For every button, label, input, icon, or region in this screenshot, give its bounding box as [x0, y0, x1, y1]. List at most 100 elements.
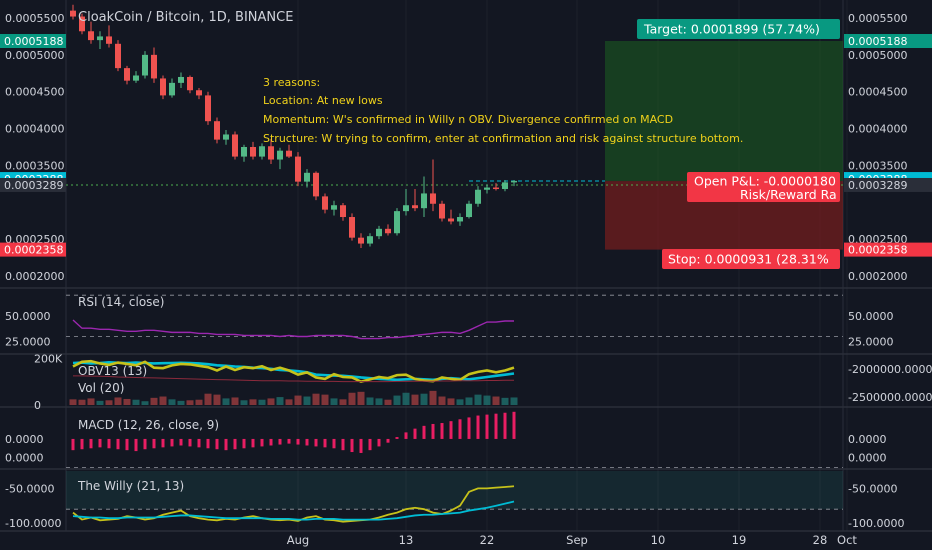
obv-series-line[interactable]: [72, 359, 515, 384]
candle-body[interactable]: [268, 146, 274, 160]
volume-bar[interactable]: [213, 394, 221, 405]
candle-body[interactable]: [394, 211, 400, 234]
volume-bar[interactable]: [258, 399, 266, 405]
obv-series-line[interactable]: [73, 375, 514, 383]
candle-body[interactable]: [439, 203, 445, 219]
volume-bar[interactable]: [294, 395, 302, 405]
indicator-panes[interactable]: [66, 294, 843, 523]
macd-histogram-bar[interactable]: [413, 428, 417, 439]
macd-histogram-bar[interactable]: [143, 438, 147, 450]
candle-body[interactable]: [457, 217, 463, 222]
volume-bar[interactable]: [402, 392, 410, 405]
macd-histogram-bar[interactable]: [206, 438, 210, 449]
candle-body[interactable]: [466, 203, 472, 218]
volume-bar[interactable]: [87, 398, 95, 405]
volume-bar[interactable]: [438, 396, 446, 405]
macd-histogram-bar[interactable]: [269, 438, 273, 446]
candle-body[interactable]: [511, 180, 517, 183]
volume-bar[interactable]: [384, 399, 392, 405]
macd-histogram-bar[interactable]: [332, 438, 336, 449]
candle-body[interactable]: [376, 228, 382, 237]
candle-body[interactable]: [358, 237, 364, 244]
volume-bar[interactable]: [195, 399, 203, 405]
macd-histogram-bar[interactable]: [98, 438, 102, 448]
candle-body[interactable]: [367, 236, 373, 244]
candle-body[interactable]: [214, 121, 220, 140]
macd-histogram-bar[interactable]: [260, 438, 264, 447]
macd-histogram-bar[interactable]: [404, 432, 408, 439]
volume-bar[interactable]: [285, 399, 293, 405]
macd-histogram-bar[interactable]: [431, 423, 435, 439]
volume-bar[interactable]: [96, 400, 104, 405]
volume-bar[interactable]: [501, 397, 509, 405]
left-price-tag[interactable]: [0, 33, 66, 48]
macd-histogram-bar[interactable]: [449, 421, 453, 439]
candle-body[interactable]: [241, 147, 247, 157]
candle-body[interactable]: [304, 172, 310, 182]
willy-line[interactable]: [72, 500, 515, 521]
macd-histogram-bar[interactable]: [494, 413, 498, 439]
candle-body[interactable]: [502, 182, 508, 190]
volume-bar[interactable]: [321, 394, 329, 405]
macd-histogram-bar[interactable]: [233, 438, 237, 450]
target-label[interactable]: Target: 0.0001899 (57.74%): [637, 19, 840, 39]
candle-body[interactable]: [475, 189, 481, 204]
macd-histogram-bar[interactable]: [215, 438, 219, 450]
volume-bar[interactable]: [339, 399, 347, 405]
candle-body[interactable]: [151, 54, 157, 79]
candle-body[interactable]: [133, 75, 139, 81]
candle-body[interactable]: [97, 36, 103, 41]
volume-bar[interactable]: [141, 401, 149, 405]
candle-body[interactable]: [142, 54, 148, 76]
macd-histogram-bar[interactable]: [476, 415, 480, 439]
macd-histogram-bar[interactable]: [467, 417, 471, 439]
volume-bar[interactable]: [303, 396, 311, 405]
candle-body[interactable]: [448, 218, 454, 222]
candle-body[interactable]: [430, 193, 436, 204]
macd-histogram-bar[interactable]: [107, 438, 111, 449]
candle-body[interactable]: [349, 217, 355, 238]
macd-histogram-bar[interactable]: [422, 425, 426, 439]
volume-bar[interactable]: [375, 398, 383, 405]
volume-bar[interactable]: [177, 400, 185, 405]
annotation-box[interactable]: 3 reasons: Location: At new lows Momentu…: [263, 76, 743, 145]
candle-body[interactable]: [250, 147, 256, 157]
volume-bar[interactable]: [465, 397, 473, 405]
left-price-tag[interactable]: [0, 242, 66, 257]
macd-histogram-bar[interactable]: [341, 438, 345, 451]
macd-histogram-bar[interactable]: [80, 438, 84, 450]
volume-bar[interactable]: [411, 394, 419, 405]
macd-histogram-bar[interactable]: [305, 438, 309, 446]
volume-bar[interactable]: [276, 397, 284, 405]
rsi-line[interactable]: [72, 319, 514, 340]
candle-body[interactable]: [223, 134, 229, 140]
candle-body[interactable]: [124, 68, 130, 81]
candle-body[interactable]: [106, 36, 112, 44]
candle-body[interactable]: [169, 82, 175, 96]
candle-body[interactable]: [412, 205, 418, 209]
macd-histogram-bar[interactable]: [458, 419, 462, 439]
pnl-label[interactable]: Open P&L: -0.0000180 Risk/Reward Ra: [687, 172, 840, 202]
volume-bar[interactable]: [393, 395, 401, 405]
candle-body[interactable]: [160, 78, 166, 96]
volume-bar[interactable]: [168, 399, 176, 405]
macd-histogram-bar[interactable]: [152, 438, 156, 449]
macd-histogram-bar[interactable]: [89, 438, 93, 449]
macd-histogram-bar[interactable]: [134, 438, 138, 452]
volume-bar[interactable]: [204, 393, 212, 405]
macd-histogram-bar[interactable]: [296, 438, 300, 445]
macd-histogram-bar[interactable]: [197, 438, 201, 448]
macd-histogram-bar[interactable]: [368, 438, 372, 451]
volume-bar[interactable]: [78, 399, 86, 405]
macd-histogram-bar[interactable]: [71, 438, 75, 451]
macd-histogram-bar[interactable]: [188, 438, 192, 447]
candle-body[interactable]: [331, 205, 337, 210]
stop-label[interactable]: Stop: 0.0000931 (28.31%: [662, 249, 840, 269]
candle-body[interactable]: [259, 146, 265, 157]
macd-histogram-bar[interactable]: [359, 438, 363, 453]
right-price-tag[interactable]: [844, 33, 932, 48]
volume-bar[interactable]: [483, 395, 491, 405]
volume-bar[interactable]: [474, 394, 482, 405]
candle-body[interactable]: [205, 95, 211, 122]
volume-bar[interactable]: [240, 400, 248, 405]
